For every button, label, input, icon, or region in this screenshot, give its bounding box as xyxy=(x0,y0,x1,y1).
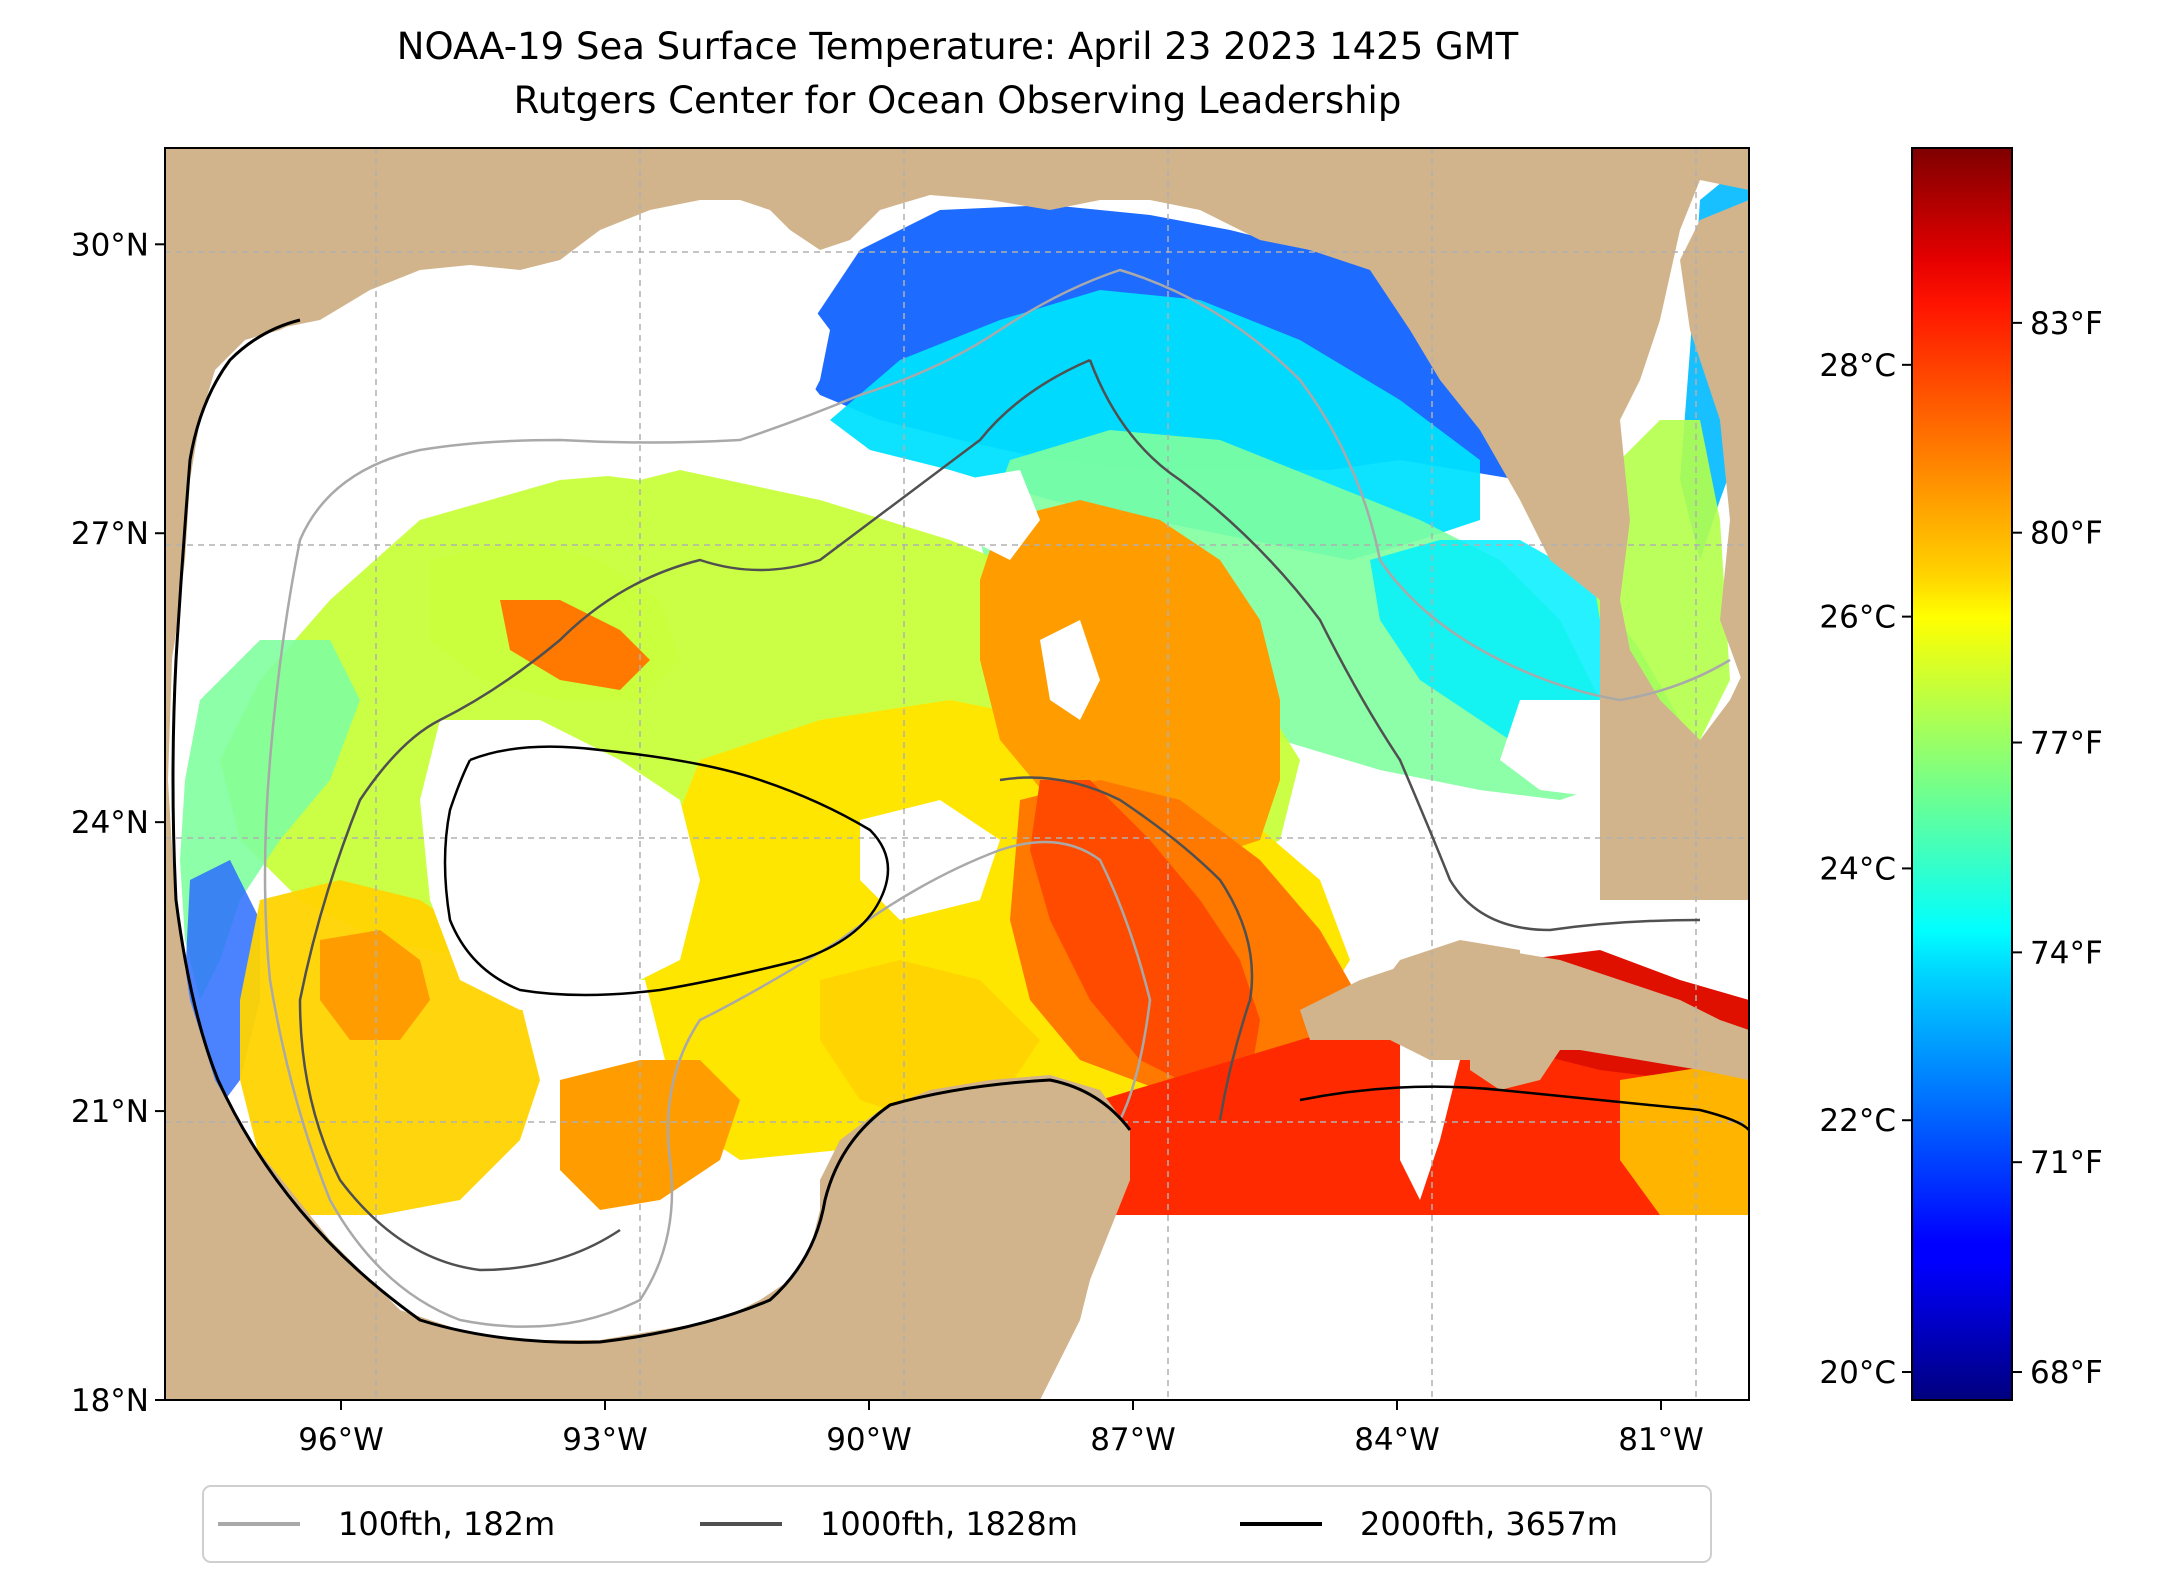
map-title: NOAA-19 Sea Surface Temperature: April 2… xyxy=(396,25,1519,68)
map-frame xyxy=(164,147,1750,1401)
map-subtitle: Rutgers Center for Ocean Observing Leade… xyxy=(513,79,1402,122)
lat-tick-label: 24°N xyxy=(71,805,149,841)
map-panel xyxy=(164,147,1750,1401)
lon-tick-label: 81°W xyxy=(1618,1422,1704,1458)
lon-tick-label: 84°W xyxy=(1354,1422,1440,1458)
lat-tick-label: 27°N xyxy=(71,516,149,552)
lat-tick-label: 18°N xyxy=(71,1383,149,1419)
legend: 100fth, 182m 1000fth, 1828m 2000fth, 3657m xyxy=(202,1485,1712,1563)
fahrenheit-tick-label: 68°F xyxy=(2030,1355,2103,1391)
fahrenheit-tick-label: 74°F xyxy=(2030,935,2103,971)
lat-axis: 18°N 21°N 24°N 27°N 30°N xyxy=(71,227,165,1419)
lon-tick-label: 96°W xyxy=(298,1422,384,1458)
legend-label: 2000fth, 3657m xyxy=(1360,1505,1618,1543)
contour-2000fth xyxy=(443,745,1749,1131)
legend-label: 1000fth, 1828m xyxy=(820,1505,1078,1543)
celsius-tick-label: 22°C xyxy=(1819,1103,1896,1139)
bathymetry-contours xyxy=(263,268,1749,1328)
contour-1000fth xyxy=(298,358,1701,1272)
celsius-tick-label: 20°C xyxy=(1819,1355,1896,1391)
land-areas xyxy=(165,148,1749,1400)
colorbar-celsius-axis: 20°C 22°C 24°C 26°C 28°C xyxy=(1819,348,1912,1391)
celsius-tick-label: 24°C xyxy=(1819,851,1896,887)
coastline xyxy=(171,318,1132,1344)
legend-label: 100fth, 182m xyxy=(338,1505,555,1543)
lat-tick-label: 21°N xyxy=(71,1094,149,1130)
fahrenheit-tick-label: 80°F xyxy=(2030,516,2103,552)
legend-box xyxy=(202,1485,1712,1563)
lat-tick-label: 30°N xyxy=(71,227,149,263)
contour-100fth xyxy=(263,268,1731,1328)
celsius-tick-label: 26°C xyxy=(1819,600,1896,636)
lon-tick-label: 93°W xyxy=(562,1422,648,1458)
fahrenheit-tick-label: 71°F xyxy=(2030,1145,2103,1181)
colorbar-gradient xyxy=(1911,147,2013,1401)
lon-axis: 96°W 93°W 90°W 87°W 84°W 81°W xyxy=(298,1400,1704,1458)
celsius-tick-label: 28°C xyxy=(1819,348,1896,384)
fahrenheit-tick-label: 77°F xyxy=(2030,726,2103,762)
colorbar: 20°C 22°C 24°C 26°C 28°C 68°F 71°F 74°F 77°F 80°… xyxy=(1819,147,2103,1401)
fahrenheit-tick-label: 83°F xyxy=(2030,306,2103,342)
colorbar-fahrenheit-axis: 68°F 71°F 74°F 77°F 80°F 83°F xyxy=(2012,306,2103,1391)
lon-tick-label: 90°W xyxy=(826,1422,912,1458)
gridlines xyxy=(165,148,1749,1400)
lon-tick-label: 87°W xyxy=(1090,1422,1176,1458)
